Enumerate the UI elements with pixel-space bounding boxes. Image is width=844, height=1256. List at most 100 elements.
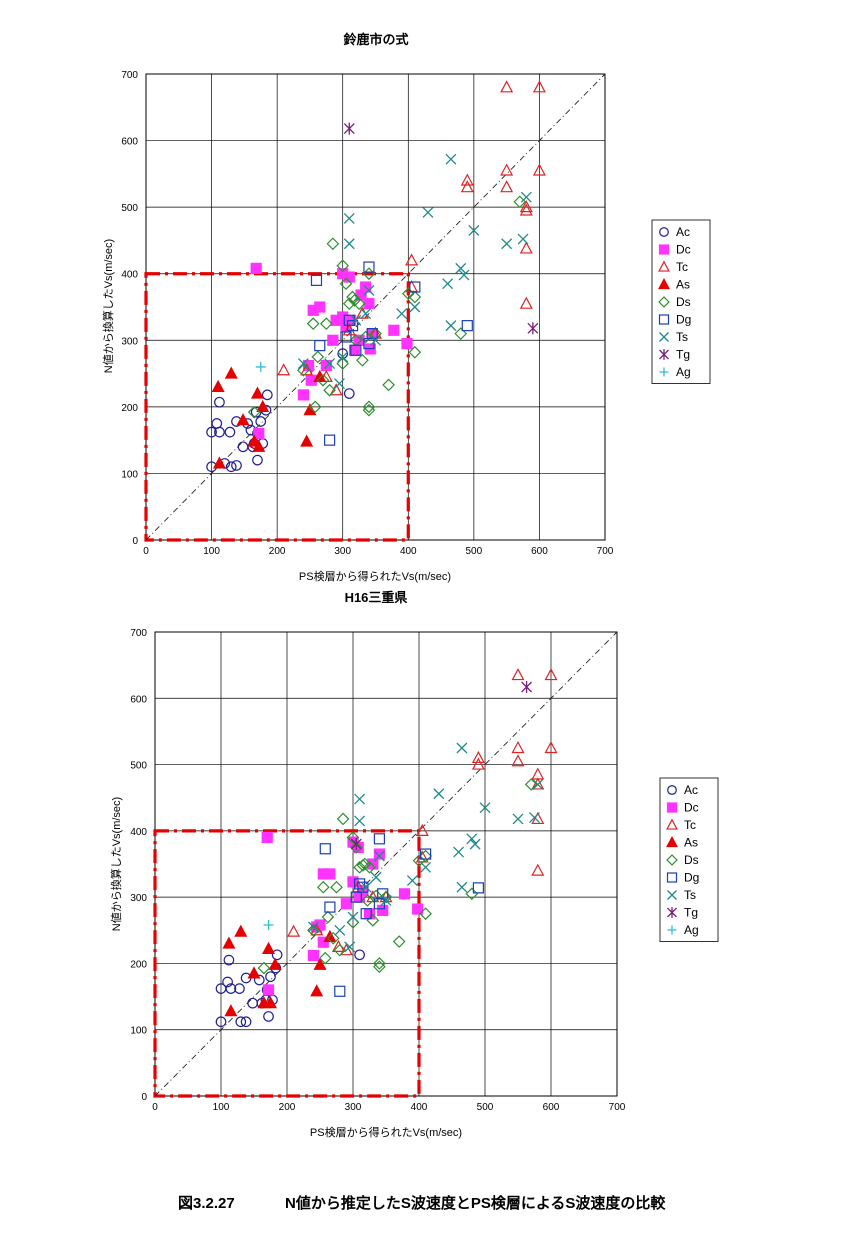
point-As: [247, 966, 261, 979]
point-Dc: [297, 389, 309, 401]
y-tick-label: 500: [130, 761, 147, 772]
point-Ds: [419, 849, 432, 863]
point-Dg: [350, 344, 362, 356]
point-Tc: [500, 163, 514, 176]
y-axis-label: N値から換算したVs(m/sec): [109, 797, 123, 931]
point-Tc: [310, 923, 324, 936]
point-Tg: [343, 122, 355, 135]
y-axis-label: N値から換算したVs(m/sec): [101, 239, 115, 373]
point-Tc: [471, 750, 485, 764]
point-Ac: [214, 426, 225, 438]
x-tick-label: 500: [477, 1102, 494, 1113]
point-Tc: [519, 200, 533, 213]
point-Dc: [412, 903, 424, 915]
legend-marker-Dc: [666, 802, 678, 813]
point-Dc: [367, 858, 379, 870]
point-As: [313, 957, 327, 970]
point-Tc: [511, 740, 525, 754]
legend-marker-Tg: [667, 907, 677, 918]
x-tick-label: 0: [143, 546, 149, 557]
point-As: [262, 941, 276, 954]
point-Tc: [471, 757, 485, 770]
point-Ts: [466, 833, 478, 845]
legend-marker-Tc: [658, 260, 670, 272]
point-Tc: [531, 863, 545, 876]
point-Ts: [347, 911, 359, 923]
point-Ac: [214, 396, 225, 408]
highlight-box: [153, 829, 421, 1098]
series-As: [211, 366, 327, 469]
point-Dg: [366, 328, 378, 340]
point-Tc: [460, 180, 474, 193]
legend-marker-As: [658, 278, 670, 290]
point-Ds: [316, 373, 330, 387]
point-Ts: [422, 207, 434, 218]
point-Ds: [307, 923, 320, 937]
legend-marker-Ag: [659, 367, 669, 377]
point-Ds: [336, 812, 350, 826]
point-Ac: [231, 460, 242, 471]
series-As: [222, 924, 337, 1017]
point-Ds: [326, 931, 340, 945]
highlight-box-rect: [153, 829, 421, 1098]
point-Dg: [461, 320, 473, 332]
point-Dc: [320, 359, 332, 372]
legend-label-Tc: Tc: [684, 818, 696, 832]
point-Ds: [352, 297, 366, 311]
point-Ts: [354, 815, 366, 827]
point-Dg: [324, 901, 336, 913]
point-Dg: [340, 331, 352, 343]
point-Ac: [261, 389, 273, 401]
figure-caption: N値から推定したS波速度とPS検層によるS波速度の比較: [285, 1194, 666, 1212]
legend-label-Ds: Ds: [676, 295, 691, 309]
point-As: [313, 369, 327, 382]
point-As: [263, 996, 278, 1009]
chart-suzuka: 鈴鹿市の式 0 100 200 300 400 500 600 700 0 100 200 300 40…: [101, 32, 711, 583]
point-As: [212, 456, 226, 469]
point-As: [250, 386, 264, 399]
point-Ac: [253, 974, 265, 986]
point-Ac: [206, 426, 217, 438]
x-tick-label: 300: [345, 1102, 362, 1113]
point-Ts: [354, 793, 366, 805]
y-tick-label: 600: [130, 694, 147, 705]
point-Ts: [456, 881, 468, 893]
point-Ts: [396, 308, 408, 320]
point-Dg: [472, 882, 484, 894]
point-Ds: [311, 350, 325, 364]
point-Ts: [406, 875, 418, 887]
point-Ds: [454, 327, 468, 340]
point-Ts: [297, 358, 309, 370]
point-Dc: [250, 262, 262, 274]
y-tick-label: 400: [121, 270, 138, 281]
x-axis-label: PS検層から得られたVs(m/sec): [299, 569, 451, 583]
legend-label-Ac: Ac: [676, 225, 690, 239]
point-Dc: [324, 868, 336, 880]
point-Tc: [319, 369, 333, 382]
y-tick-label: 300: [130, 893, 147, 904]
legend-label-Dg: Dg: [684, 871, 699, 885]
point-Tc: [415, 850, 429, 863]
point-Ds: [308, 400, 322, 414]
point-Ds: [346, 290, 359, 304]
legend-label-Dg: Dg: [676, 313, 691, 327]
y-tick-label: 300: [121, 336, 138, 347]
point-Dc: [314, 301, 326, 313]
y-tick-label: 200: [121, 403, 138, 414]
point-Ts: [479, 802, 491, 814]
data-points: [215, 668, 558, 1028]
point-Tc: [329, 383, 343, 396]
series-Ts: [297, 153, 532, 390]
point-Ts: [445, 320, 457, 332]
point-Ts: [360, 308, 372, 320]
series-Tg: [350, 681, 533, 851]
legend-marker-Ts: [659, 332, 669, 342]
point-Ts: [370, 871, 382, 883]
point-Ds: [319, 317, 333, 330]
legend-label-Ts: Ts: [684, 888, 696, 902]
point-Ds: [373, 960, 386, 974]
point-Ds: [336, 259, 350, 273]
point-Ac: [235, 1016, 247, 1028]
point-Ds: [247, 405, 261, 419]
point-As: [310, 984, 324, 997]
